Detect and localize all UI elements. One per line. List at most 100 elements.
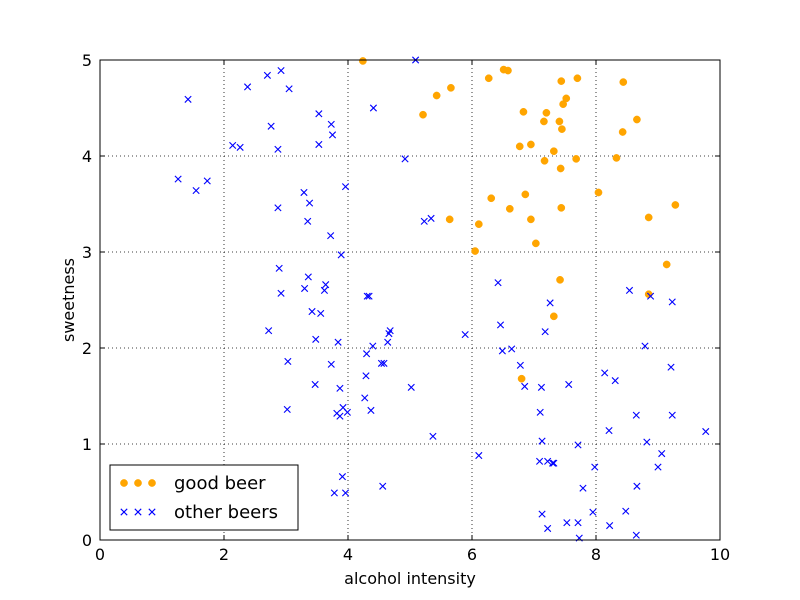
other-beer-point xyxy=(401,155,409,163)
other-beer-point xyxy=(541,328,549,336)
legend-sample-marker xyxy=(134,479,142,487)
other-beer-point xyxy=(632,411,640,419)
legend-sample-marker xyxy=(148,479,156,487)
x-tick-label: 10 xyxy=(710,545,730,564)
x-tick-label: 0 xyxy=(95,545,105,564)
other-beer-point xyxy=(494,279,502,287)
other-beer-point xyxy=(304,273,312,281)
y-tick-label: 4 xyxy=(82,147,92,166)
other-beer-point xyxy=(315,140,323,149)
other-beer-point xyxy=(563,519,571,527)
legend-marker-good-beer xyxy=(120,479,156,487)
other-beer-point xyxy=(274,204,282,212)
plot-frame xyxy=(99,59,721,541)
legend-label-other-beers: other beers xyxy=(174,502,278,523)
other-beer-point xyxy=(633,482,641,490)
other-beer-point xyxy=(544,524,552,533)
other-beer-point xyxy=(327,120,335,128)
other-beer-point xyxy=(550,459,558,467)
other-beer-point xyxy=(369,104,378,112)
other-beer-point xyxy=(283,405,291,414)
legend-marker-other-beers xyxy=(120,508,156,516)
other-beer-point xyxy=(611,377,619,385)
other-beer-point xyxy=(192,186,200,195)
good-beer-point xyxy=(532,239,540,248)
other-beer-point xyxy=(574,441,582,449)
good-beer-point xyxy=(521,190,530,199)
other-beer-point xyxy=(407,383,415,391)
other-beer-point xyxy=(516,361,524,369)
other-beer-point xyxy=(265,327,273,335)
good-beer-point xyxy=(662,260,671,269)
good-beer-point xyxy=(594,188,603,197)
other-beer-point xyxy=(341,489,350,497)
other-beer-point xyxy=(285,85,293,93)
other-beer-point xyxy=(549,459,557,467)
x-axis-label: alcohol intensity xyxy=(344,569,476,588)
other-beer-point xyxy=(284,357,292,366)
y-tick-label: 2 xyxy=(82,339,92,358)
other-beer-point xyxy=(702,427,710,436)
other-beer-point xyxy=(267,122,275,130)
legend-sample-marker xyxy=(120,508,128,516)
good-beer-point xyxy=(555,117,564,126)
other-beer-point xyxy=(420,217,428,225)
other-beer-point xyxy=(521,382,529,390)
other-beer-point xyxy=(535,457,544,465)
good-beer-point xyxy=(432,91,441,100)
other-beer-point xyxy=(605,426,613,435)
good-beer-point xyxy=(644,213,653,222)
legend-sample-marker xyxy=(148,508,156,516)
other-beer-point xyxy=(274,145,282,153)
other-beer-point xyxy=(625,286,634,294)
data-points xyxy=(174,56,710,542)
other-beer-point xyxy=(622,507,630,515)
other-beer-point xyxy=(565,380,573,389)
other-beer-point xyxy=(174,175,182,183)
other-beer-point xyxy=(574,519,582,527)
good-beer-point xyxy=(618,128,627,136)
good-beer-point xyxy=(505,204,514,213)
other-beer-point xyxy=(308,307,316,316)
other-beer-point xyxy=(311,380,319,389)
other-beer-point xyxy=(343,408,351,416)
good-beer-point xyxy=(549,147,558,156)
other-beer-point xyxy=(508,345,516,353)
x-tick-label: 6 xyxy=(467,545,477,564)
other-beer-point xyxy=(369,342,377,350)
other-beer-point xyxy=(667,363,675,371)
other-beer-point xyxy=(334,338,342,346)
x-tick-label: 8 xyxy=(591,545,601,564)
other-beer-point xyxy=(203,177,211,185)
other-beer-point xyxy=(601,369,609,377)
y-tick-label: 1 xyxy=(82,435,92,454)
other-beer-point xyxy=(654,463,662,471)
good-beer-point xyxy=(671,201,680,209)
other-beer-point xyxy=(632,531,640,539)
other-beer-point xyxy=(361,394,369,402)
other-beer-point xyxy=(365,292,373,300)
other-beer-point xyxy=(429,432,437,440)
x-tick-label: 4 xyxy=(343,545,353,564)
good-beer-point xyxy=(504,66,512,75)
other-beer-point xyxy=(643,438,651,446)
good-beer-point xyxy=(612,154,621,162)
other-beer-point xyxy=(589,508,597,516)
y-tick-label: 0 xyxy=(82,531,92,550)
good-beer-point xyxy=(633,115,641,124)
good-beer-point xyxy=(549,312,558,321)
other-beer-point xyxy=(328,131,337,139)
good-beer-point xyxy=(447,83,455,92)
good-beer-point xyxy=(572,155,581,163)
other-beer-point xyxy=(579,484,587,492)
good-beer-point xyxy=(445,215,454,224)
good-beer-point xyxy=(558,125,566,133)
good-beer-point xyxy=(557,77,566,85)
other-beer-point xyxy=(461,330,469,339)
good-beer-point xyxy=(484,74,493,83)
good-beer-point xyxy=(556,164,565,173)
other-beer-point xyxy=(384,338,392,346)
x-tick-label: 2 xyxy=(219,545,229,564)
other-beer-point xyxy=(591,463,599,471)
good-beer-point xyxy=(519,107,528,116)
